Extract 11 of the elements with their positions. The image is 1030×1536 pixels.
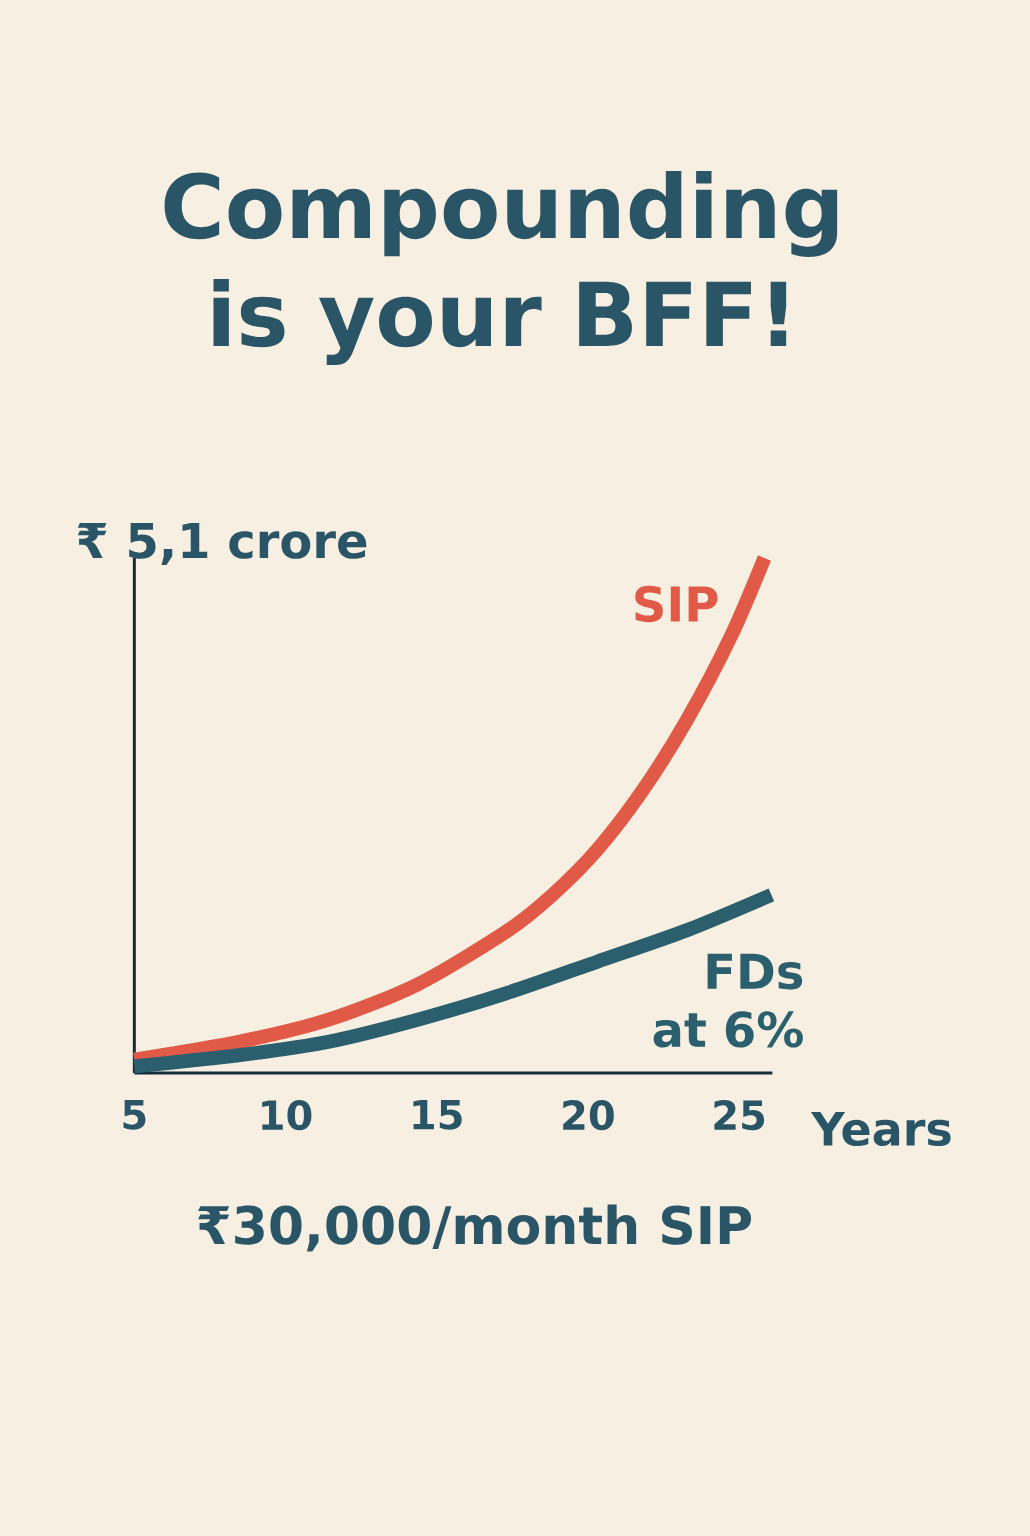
x-axis-title: Years xyxy=(810,1111,951,1147)
series-label: FDs at 6% xyxy=(653,953,803,1048)
x-tick-label: 10 xyxy=(262,1100,312,1131)
text: ₹30,000/month SIP xyxy=(197,1204,751,1252)
x-tick-label: 25 xyxy=(714,1100,764,1131)
x-tick-label: 20 xyxy=(563,1100,614,1131)
x-tick-label: 5 xyxy=(123,1100,146,1130)
series-label: SIP xyxy=(635,585,718,623)
chart-title: Compounding is your BFF! xyxy=(164,171,837,365)
y-axis-title: ₹ 5,1 crore xyxy=(77,523,367,565)
x-tick-label: 15 xyxy=(413,1100,462,1130)
